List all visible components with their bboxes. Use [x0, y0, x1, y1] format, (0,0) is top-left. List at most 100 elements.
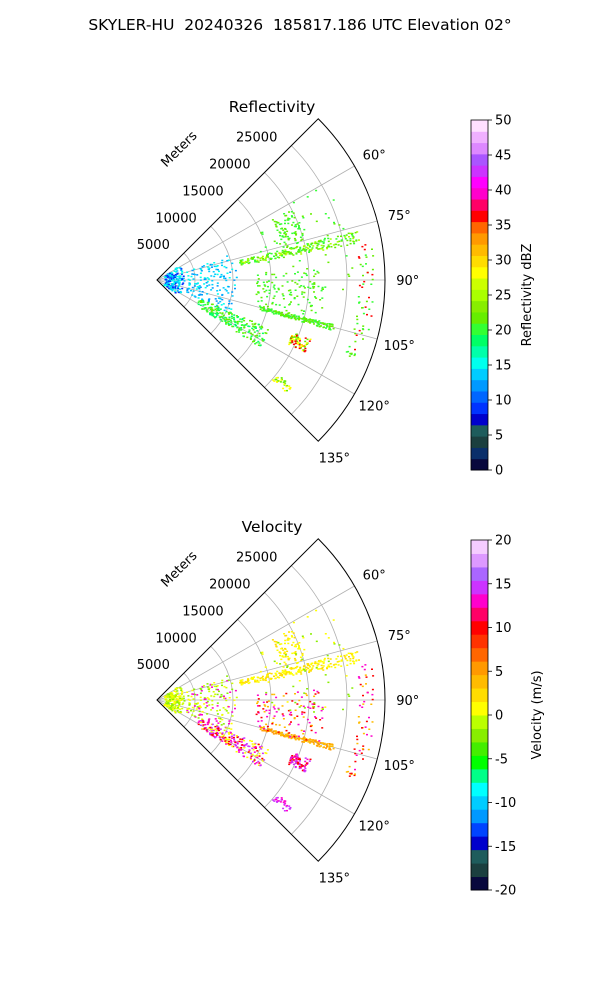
- echo-gate: [291, 644, 293, 646]
- echo-gate: [178, 279, 181, 281]
- colorbar-segment: [471, 849, 488, 864]
- echo-gate: [216, 702, 219, 704]
- echo-gate: [246, 259, 249, 261]
- echo-gate: [308, 760, 311, 762]
- echo-gate: [182, 702, 185, 704]
- echo-gate: [211, 287, 214, 289]
- echo-gate: [307, 741, 310, 743]
- echo-gate: [317, 240, 320, 243]
- echo-gate: [315, 640, 318, 643]
- echo-gate: [244, 260, 247, 263]
- echo-gate: [272, 313, 275, 315]
- echo-gate: [228, 720, 231, 722]
- echo-gate: [322, 708, 324, 710]
- echo-gate: [298, 737, 301, 739]
- echo-gate: [274, 252, 277, 255]
- colorbar-tick-label: 20: [495, 324, 512, 339]
- echo-gate: [291, 757, 294, 759]
- echo-gate: [164, 276, 167, 279]
- echo-gate: [181, 692, 183, 694]
- echo-gate: [313, 706, 316, 708]
- echo-gate: [287, 737, 290, 739]
- echo-gate: [217, 732, 219, 735]
- echo-gate: [277, 800, 280, 802]
- echo-gate: [365, 720, 368, 723]
- echo-gate: [280, 673, 283, 675]
- colorbar-segment: [471, 153, 488, 166]
- echo-gate: [257, 764, 260, 766]
- echo-gate: [291, 216, 294, 218]
- echo-gate: [221, 740, 224, 742]
- echo-gate: [306, 268, 309, 270]
- echo-gate: [276, 670, 279, 673]
- echo-gate: [357, 716, 360, 718]
- echo-gate: [207, 299, 210, 301]
- echo-gate: [186, 708, 189, 710]
- echo-gate: [291, 316, 294, 319]
- echo-gate: [283, 250, 286, 253]
- echo-gate: [211, 309, 214, 312]
- echo-gate: [203, 685, 205, 687]
- echo-gate: [294, 224, 297, 226]
- echo-gate: [225, 727, 228, 729]
- echo-gate: [239, 262, 242, 264]
- reflectivity-colorbar-label: Reflectivity dBZ: [520, 244, 535, 347]
- echo-gate: [289, 251, 292, 254]
- echo-gate: [298, 347, 301, 350]
- echo-gate: [272, 717, 275, 719]
- echo-gate: [263, 284, 266, 286]
- echo-gate: [303, 317, 306, 319]
- echo-gate: [172, 695, 175, 697]
- echo-gate: [282, 275, 285, 277]
- echo-gate: [295, 242, 298, 245]
- echo-gate: [226, 272, 229, 274]
- echo-gate: [266, 674, 269, 676]
- echo-gate: [278, 231, 281, 233]
- echo-gate: [309, 322, 312, 324]
- echo-gate: [248, 261, 251, 264]
- echo-gate: [238, 747, 241, 749]
- echo-gate: [371, 273, 374, 276]
- echo-gate: [283, 232, 286, 235]
- echo-gate: [350, 773, 353, 776]
- echo-gate: [218, 270, 220, 273]
- sector-outline: [156, 538, 386, 862]
- echo-gate: [211, 314, 214, 317]
- echo-gate: [278, 643, 281, 646]
- colorbar-segment: [471, 755, 488, 770]
- echo-gate: [221, 679, 224, 682]
- echo-gate: [285, 653, 288, 655]
- echo-gate: [294, 289, 297, 291]
- echo-gate: [366, 691, 369, 694]
- echo-gate: [253, 323, 256, 325]
- echo-gate: [232, 316, 235, 319]
- echo-gate: [299, 251, 302, 253]
- echo-gate: [371, 688, 374, 691]
- echo-gate: [271, 273, 274, 276]
- echo-gate: [308, 318, 311, 321]
- echo-gate: [212, 315, 215, 318]
- echo-gate: [274, 677, 277, 680]
- echo-gate: [293, 736, 296, 738]
- echo-gate: [338, 240, 341, 243]
- echo-gate: [345, 234, 348, 236]
- echo-gate: [304, 760, 307, 763]
- echo-gate: [169, 699, 171, 701]
- echo-gate: [293, 734, 295, 737]
- echo-gate: [291, 736, 294, 739]
- echo-gate: [368, 716, 370, 719]
- echo-gate: [285, 313, 287, 316]
- echo-gate: [292, 265, 295, 268]
- echo-gate: [282, 315, 285, 317]
- colorbar-segment: [471, 210, 488, 223]
- echo-gate: [235, 696, 238, 699]
- colorbar-segment: [471, 876, 488, 891]
- echo-gate: [298, 340, 301, 342]
- echo-gate: [308, 251, 311, 253]
- echo-gate: [318, 320, 321, 322]
- echo-gate: [296, 760, 298, 763]
- echo-gate: [250, 755, 253, 757]
- echo-gate: [273, 800, 276, 802]
- echo-gate: [269, 677, 272, 680]
